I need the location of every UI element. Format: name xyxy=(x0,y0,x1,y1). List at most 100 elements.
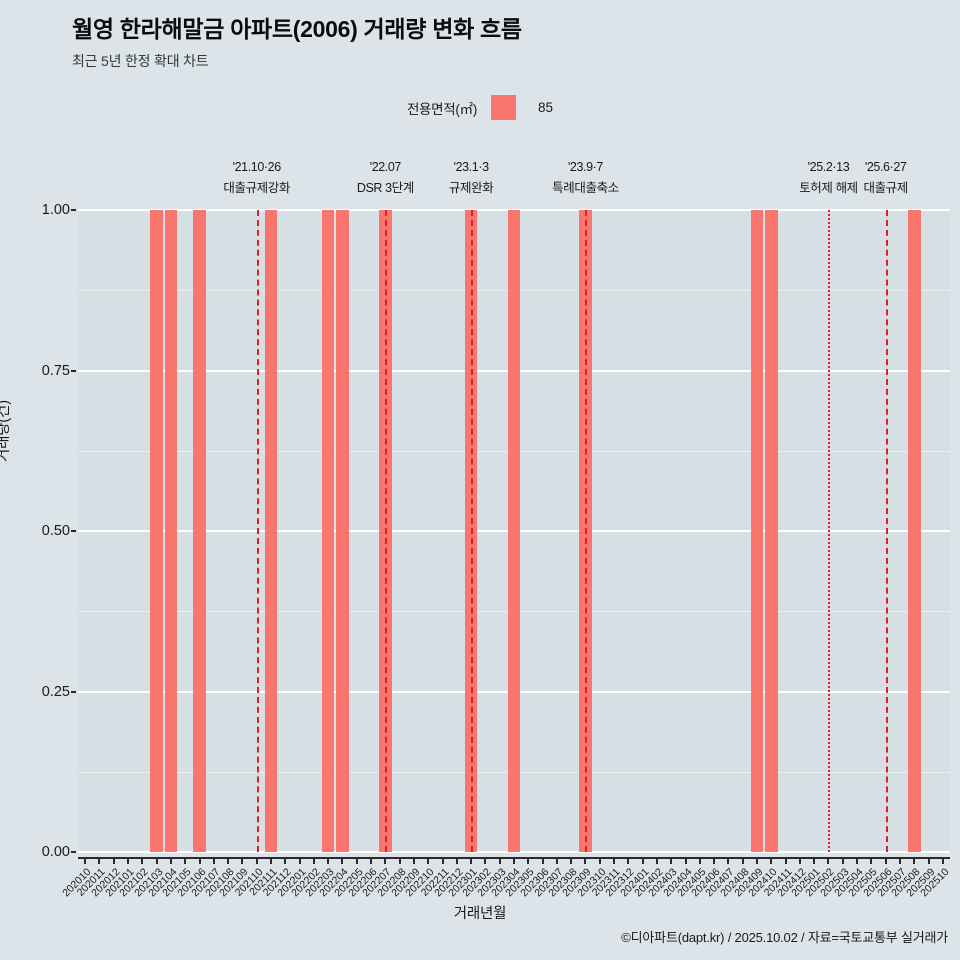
x-tick-mark xyxy=(327,857,330,864)
x-tick-mark xyxy=(284,857,287,864)
legend-key-label: 85 xyxy=(538,100,554,115)
y-tick-label: 0.75 xyxy=(41,362,70,379)
x-tick-mark xyxy=(898,857,901,864)
x-tick-mark xyxy=(513,857,515,864)
event-line-202506 xyxy=(885,210,888,852)
x-tick-mark xyxy=(298,857,301,864)
x-tick-mark xyxy=(727,857,730,864)
bar-202409[interactable] xyxy=(750,210,764,852)
x-tick-mark xyxy=(370,857,373,864)
bar-202203[interactable] xyxy=(321,210,335,852)
x-tick-mark xyxy=(498,857,501,864)
x-tick-mark xyxy=(713,857,716,864)
x-tick-mark xyxy=(412,857,415,864)
event-date: '25.6·27 xyxy=(864,160,907,174)
event-date: '25.2·13 xyxy=(807,160,850,174)
event-label-202301: '23.1·3 규제완화 xyxy=(449,160,494,196)
event-label-202207: '22.07 DSR 3단계 xyxy=(357,160,414,196)
x-tick-mark xyxy=(141,857,144,864)
x-tick-mark xyxy=(627,857,630,864)
title-block: 월영 한라해말금 아파트(2006) 거래량 변화 흐름 최근 5년 한정 확대… xyxy=(72,16,932,71)
y-axis: 0.00 0.25 0.50 0.75 1.00 xyxy=(0,202,76,860)
x-tick-mark xyxy=(913,857,916,864)
event-label-202506: '25.6·27 대출규제 xyxy=(863,160,908,196)
x-tick-mark xyxy=(927,857,930,864)
x-tick-mark xyxy=(184,857,187,864)
bar-202207[interactable] xyxy=(379,210,392,852)
x-tick-mark xyxy=(198,857,201,864)
x-tick-mark xyxy=(698,857,701,864)
x-tick-mark xyxy=(541,857,544,864)
bar-202204[interactable] xyxy=(336,210,349,852)
event-label-202110: '21.10·26 대출규제강화 xyxy=(223,160,290,196)
x-tick-mark xyxy=(255,857,258,864)
x-tick-mark xyxy=(127,857,130,864)
x-tick-mark xyxy=(212,857,215,864)
x-tick-mark xyxy=(455,857,458,864)
bar-202410[interactable] xyxy=(765,210,778,852)
x-tick-mark xyxy=(570,857,573,864)
x-tick-mark xyxy=(527,857,530,864)
plot-panel xyxy=(78,209,950,853)
y-tick-label: 0.25 xyxy=(41,683,70,700)
x-tick-mark xyxy=(427,857,430,864)
y-tick-label: 0.00 xyxy=(41,844,70,860)
x-axis-title: 거래년월 xyxy=(453,906,507,922)
x-tick-mark xyxy=(112,857,115,864)
y-tick-label: 1.00 xyxy=(41,202,70,218)
x-tick-mark xyxy=(941,857,944,864)
y-tick-mark xyxy=(71,851,76,853)
x-tick-mark xyxy=(641,857,644,864)
x-tick-mark xyxy=(784,857,787,864)
x-tick-mark xyxy=(398,857,401,864)
x-tick-mark xyxy=(841,857,844,864)
x-tick-mark xyxy=(555,857,558,864)
x-tick-mark xyxy=(856,857,859,864)
event-date: '23.1·3 xyxy=(453,160,489,174)
x-tick-mark xyxy=(84,857,87,864)
y-tick-mark xyxy=(71,369,76,372)
x-tick-mark xyxy=(355,857,358,864)
bar-202106[interactable] xyxy=(193,210,206,852)
x-tick-mark xyxy=(227,857,230,864)
event-line-202502 xyxy=(828,210,831,852)
bar-202309[interactable] xyxy=(579,210,592,852)
legend: 전용면적(㎡) 85 xyxy=(0,95,960,120)
event-line-202301 xyxy=(471,210,474,852)
legend-title: 전용면적(㎡) xyxy=(406,101,478,117)
x-tick-mark xyxy=(169,857,172,864)
x-tick-mark xyxy=(98,857,101,864)
bar-202111[interactable] xyxy=(264,210,278,852)
bar-202104[interactable] xyxy=(164,210,178,852)
x-tick-mark xyxy=(655,857,658,864)
x-tick-mark xyxy=(870,857,873,864)
x-tick-mark xyxy=(684,857,687,864)
x-tick-mark xyxy=(384,857,387,864)
x-tick-mark xyxy=(341,857,344,864)
event-label-202502: '25.2·13 토허제 해제 xyxy=(799,160,858,196)
x-tick-mark xyxy=(613,857,616,864)
page-title: 월영 한라해말금 아파트(2006) 거래량 변화 흐름 xyxy=(72,16,522,42)
x-tick-mark xyxy=(441,857,444,864)
bar-202304[interactable] xyxy=(507,210,521,852)
x-tick-mark xyxy=(470,857,473,864)
page-subtitle: 최근 5년 한정 확대 차트 xyxy=(72,53,209,70)
bar-202301[interactable] xyxy=(464,210,478,852)
y-tick-mark xyxy=(71,209,76,211)
event-line-202110 xyxy=(256,210,259,852)
footer-credit: ©디아파트(dapt.kr) / 2025.10.02 / 자료=국토교통부 실… xyxy=(621,930,948,945)
legend-swatch-85 xyxy=(491,95,517,120)
event-date: '21.10·26 xyxy=(232,160,282,174)
x-tick-mark xyxy=(798,857,801,864)
bar-202103[interactable] xyxy=(150,210,163,852)
event-line-202309 xyxy=(585,210,588,852)
event-name: DSR 3단계 xyxy=(356,180,414,195)
event-name: 대출규제 xyxy=(863,180,908,195)
bar-202508[interactable] xyxy=(907,210,921,852)
x-tick-mark xyxy=(813,857,816,864)
y-tick-label: 0.50 xyxy=(41,523,70,539)
gridline-major xyxy=(78,851,950,853)
x-tick-mark xyxy=(584,857,587,864)
x-tick-mark xyxy=(598,857,601,864)
